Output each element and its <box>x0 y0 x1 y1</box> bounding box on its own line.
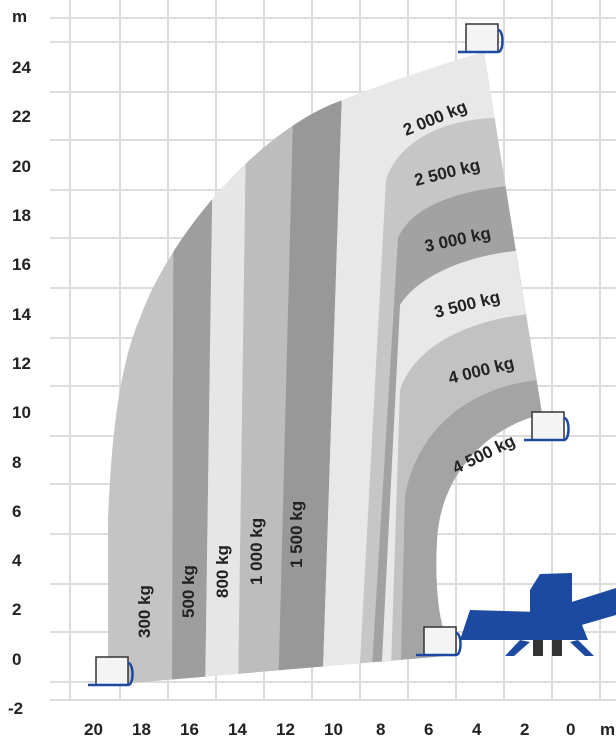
zone-label-1000: 1 000 kg <box>247 518 266 585</box>
y-tick: 10 <box>12 403 31 422</box>
x-tick: 20 <box>84 720 103 739</box>
carriage-marker-ground-far <box>88 656 134 687</box>
zone-1500kg <box>278 52 345 685</box>
y-tick: 20 <box>12 157 31 176</box>
telehandler-boom <box>460 588 616 640</box>
y-tick: 8 <box>12 453 21 472</box>
telehandler-stabilizers <box>505 640 594 656</box>
x-tick: 18 <box>132 720 151 739</box>
y-axis-unit: m <box>12 7 27 26</box>
x-tick: 12 <box>276 720 295 739</box>
x-tick: 4 <box>472 720 482 739</box>
zone-label-500: 500 kg <box>179 565 198 618</box>
zone-label-800: 800 kg <box>213 545 232 598</box>
x-tick: 0 <box>566 720 575 739</box>
y-tick: 6 <box>12 502 21 521</box>
carriage-markers <box>88 23 570 687</box>
zone-label-300: 300 kg <box>135 585 154 638</box>
y-tick: 14 <box>12 305 31 324</box>
y-tick: 18 <box>12 206 31 225</box>
telehandler-chassis <box>512 620 588 640</box>
y-tick: 4 <box>12 551 22 570</box>
y-tick: -2 <box>8 699 23 718</box>
x-axis: 20 18 16 14 12 10 8 6 4 2 0 m <box>84 720 615 739</box>
telehandler-cab <box>530 573 572 612</box>
y-tick: 12 <box>12 354 31 373</box>
carriage-marker-mid <box>524 411 570 442</box>
x-tick: 14 <box>228 720 247 739</box>
zone-label-1500: 1 500 kg <box>287 501 306 568</box>
x-tick: 2 <box>520 720 529 739</box>
y-tick: 16 <box>12 255 31 274</box>
x-tick: 6 <box>424 720 433 739</box>
y-axis: m 24 22 20 18 16 14 12 10 8 6 4 2 0 -2 <box>8 7 31 718</box>
carriage-marker-ground-near <box>416 626 462 657</box>
x-tick: 8 <box>376 720 385 739</box>
y-tick: 2 <box>12 600 21 619</box>
y-tick: 24 <box>12 58 31 77</box>
telehandler-wheel-left <box>533 640 543 656</box>
telehandler-machine <box>460 573 616 656</box>
y-tick: 0 <box>12 650 21 669</box>
x-axis-unit: m <box>600 720 615 739</box>
y-tick: 22 <box>12 107 31 126</box>
x-tick: 16 <box>180 720 199 739</box>
carriage-marker-top <box>458 23 504 54</box>
zone-1000kg <box>238 52 296 685</box>
x-tick: 10 <box>324 720 343 739</box>
telehandler-wheel-right <box>552 640 562 656</box>
